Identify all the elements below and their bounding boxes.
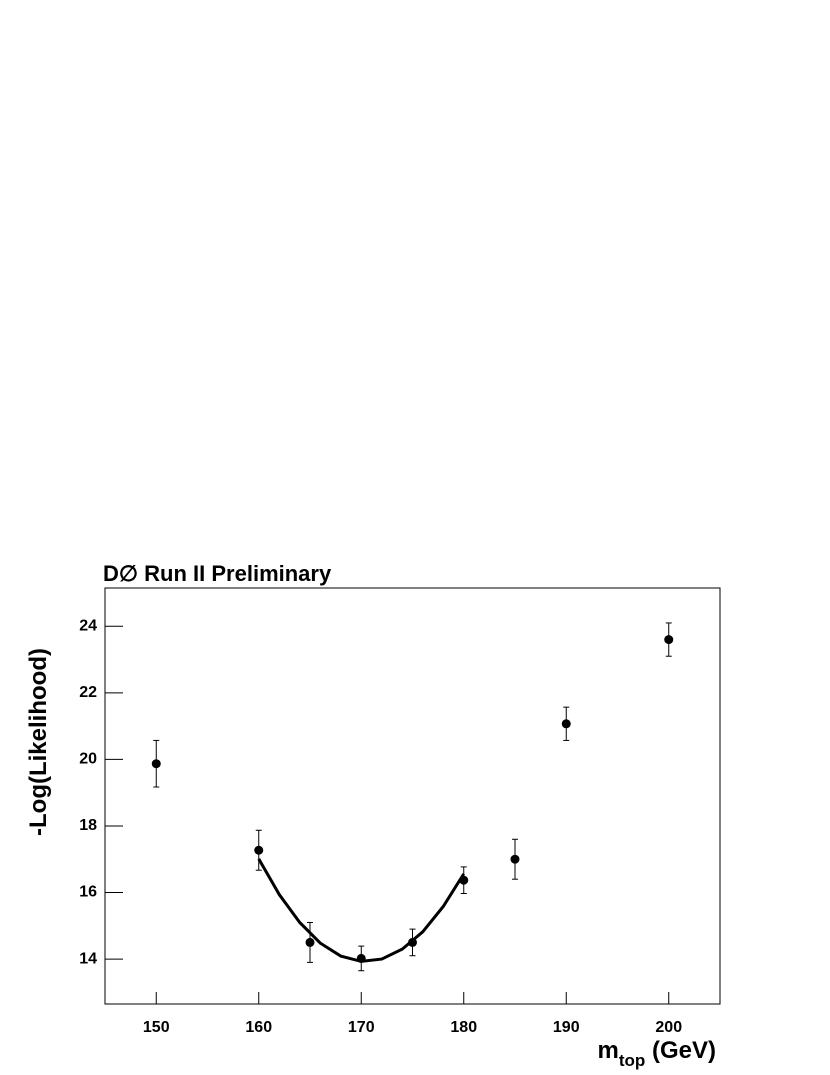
y-axis-title: -Log(Likelihood) (25, 648, 52, 836)
data-point (510, 854, 520, 864)
y-tick-label: 14 (79, 950, 97, 967)
x-tick-label: 190 (553, 1019, 580, 1036)
x-axis-title-rest: (GeV) (645, 1037, 716, 1064)
y-tick-label: 24 (79, 617, 97, 634)
x-axis-title-main: m (598, 1037, 619, 1064)
y-tick-label: 16 (79, 884, 97, 901)
x-axis-title-sub: top (619, 1051, 645, 1070)
y-tick-label: 18 (79, 817, 97, 834)
chart-title: D∅ Run II Preliminary (103, 561, 332, 586)
data-point (561, 719, 571, 729)
y-tick-label: 20 (79, 751, 97, 768)
x-axis-title: mtop (GeV) (598, 1037, 716, 1070)
plot-frame (104, 587, 721, 1005)
data-point (254, 845, 264, 855)
y-tick-label: 22 (79, 684, 97, 701)
data-point (305, 937, 315, 947)
fit-curve (257, 858, 466, 963)
x-tick-label: 170 (348, 1019, 375, 1036)
data-point (664, 635, 674, 645)
data-point (151, 759, 161, 769)
x-tick-label: 180 (450, 1019, 477, 1036)
x-tick-label: 150 (143, 1019, 170, 1036)
x-tick-label: 200 (655, 1019, 682, 1036)
x-tick-label: 160 (245, 1019, 272, 1036)
